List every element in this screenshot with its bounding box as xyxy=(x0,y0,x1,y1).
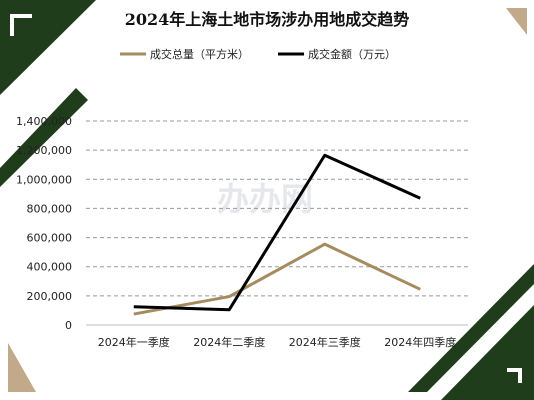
corner-green-triangle-bottom-right xyxy=(441,305,534,400)
x-tick-label: 2024年二季度 xyxy=(193,335,265,349)
y-tick-label: 200,000 xyxy=(27,290,73,303)
x-tick-label: 2024年三季度 xyxy=(289,335,361,349)
y-tick-label: 1,000,000 xyxy=(16,173,72,186)
legend-label-series-2: 成交金额（万元） xyxy=(308,47,396,61)
decor-bottom-right xyxy=(408,264,534,400)
y-tick-label: 1,200,000 xyxy=(16,144,72,157)
legend-label-series-1: 成交总量（平方米） xyxy=(150,47,249,61)
corner-bracket-bottom-right-icon xyxy=(507,368,522,383)
corner-tan-triangle-top-right xyxy=(506,8,527,35)
y-tick-label: 1,400,000 xyxy=(16,115,72,128)
y-tick-label: 400,000 xyxy=(27,261,73,274)
corner-green-stripe-right xyxy=(408,264,534,392)
gridlines xyxy=(86,120,468,326)
corner-green-triangle-top-left xyxy=(0,0,96,95)
decor-top-right xyxy=(506,8,527,35)
corner-bracket-top-left-icon xyxy=(10,14,32,36)
x-axis: 2024年一季度 2024年二季度 2024年三季度 2024年四季度 xyxy=(98,335,457,349)
series-line-2 xyxy=(133,153,421,312)
chart-title: 2024年上海土地市场涉办用地成交趋势 xyxy=(125,10,410,29)
x-tick-label: 2024年四季度 xyxy=(384,335,456,349)
corner-green-stripe-left xyxy=(0,88,88,187)
y-axis: 0 200,000 400,000 600,000 800,000 1,000,000 1,… xyxy=(16,115,72,332)
series-lines xyxy=(133,153,421,316)
decor-top-left xyxy=(0,0,96,187)
series-line-1 xyxy=(133,242,421,316)
y-tick-label: 600,000 xyxy=(27,232,73,245)
legend: 成交总量（平方米） 成交金额（万元） xyxy=(120,47,396,61)
x-tick-label: 2024年一季度 xyxy=(98,335,170,349)
corner-tan-triangle-bottom-left xyxy=(8,343,36,392)
y-tick-label: 0 xyxy=(65,319,72,332)
decor-bottom-left xyxy=(8,343,36,392)
y-tick-label: 800,000 xyxy=(27,202,73,215)
